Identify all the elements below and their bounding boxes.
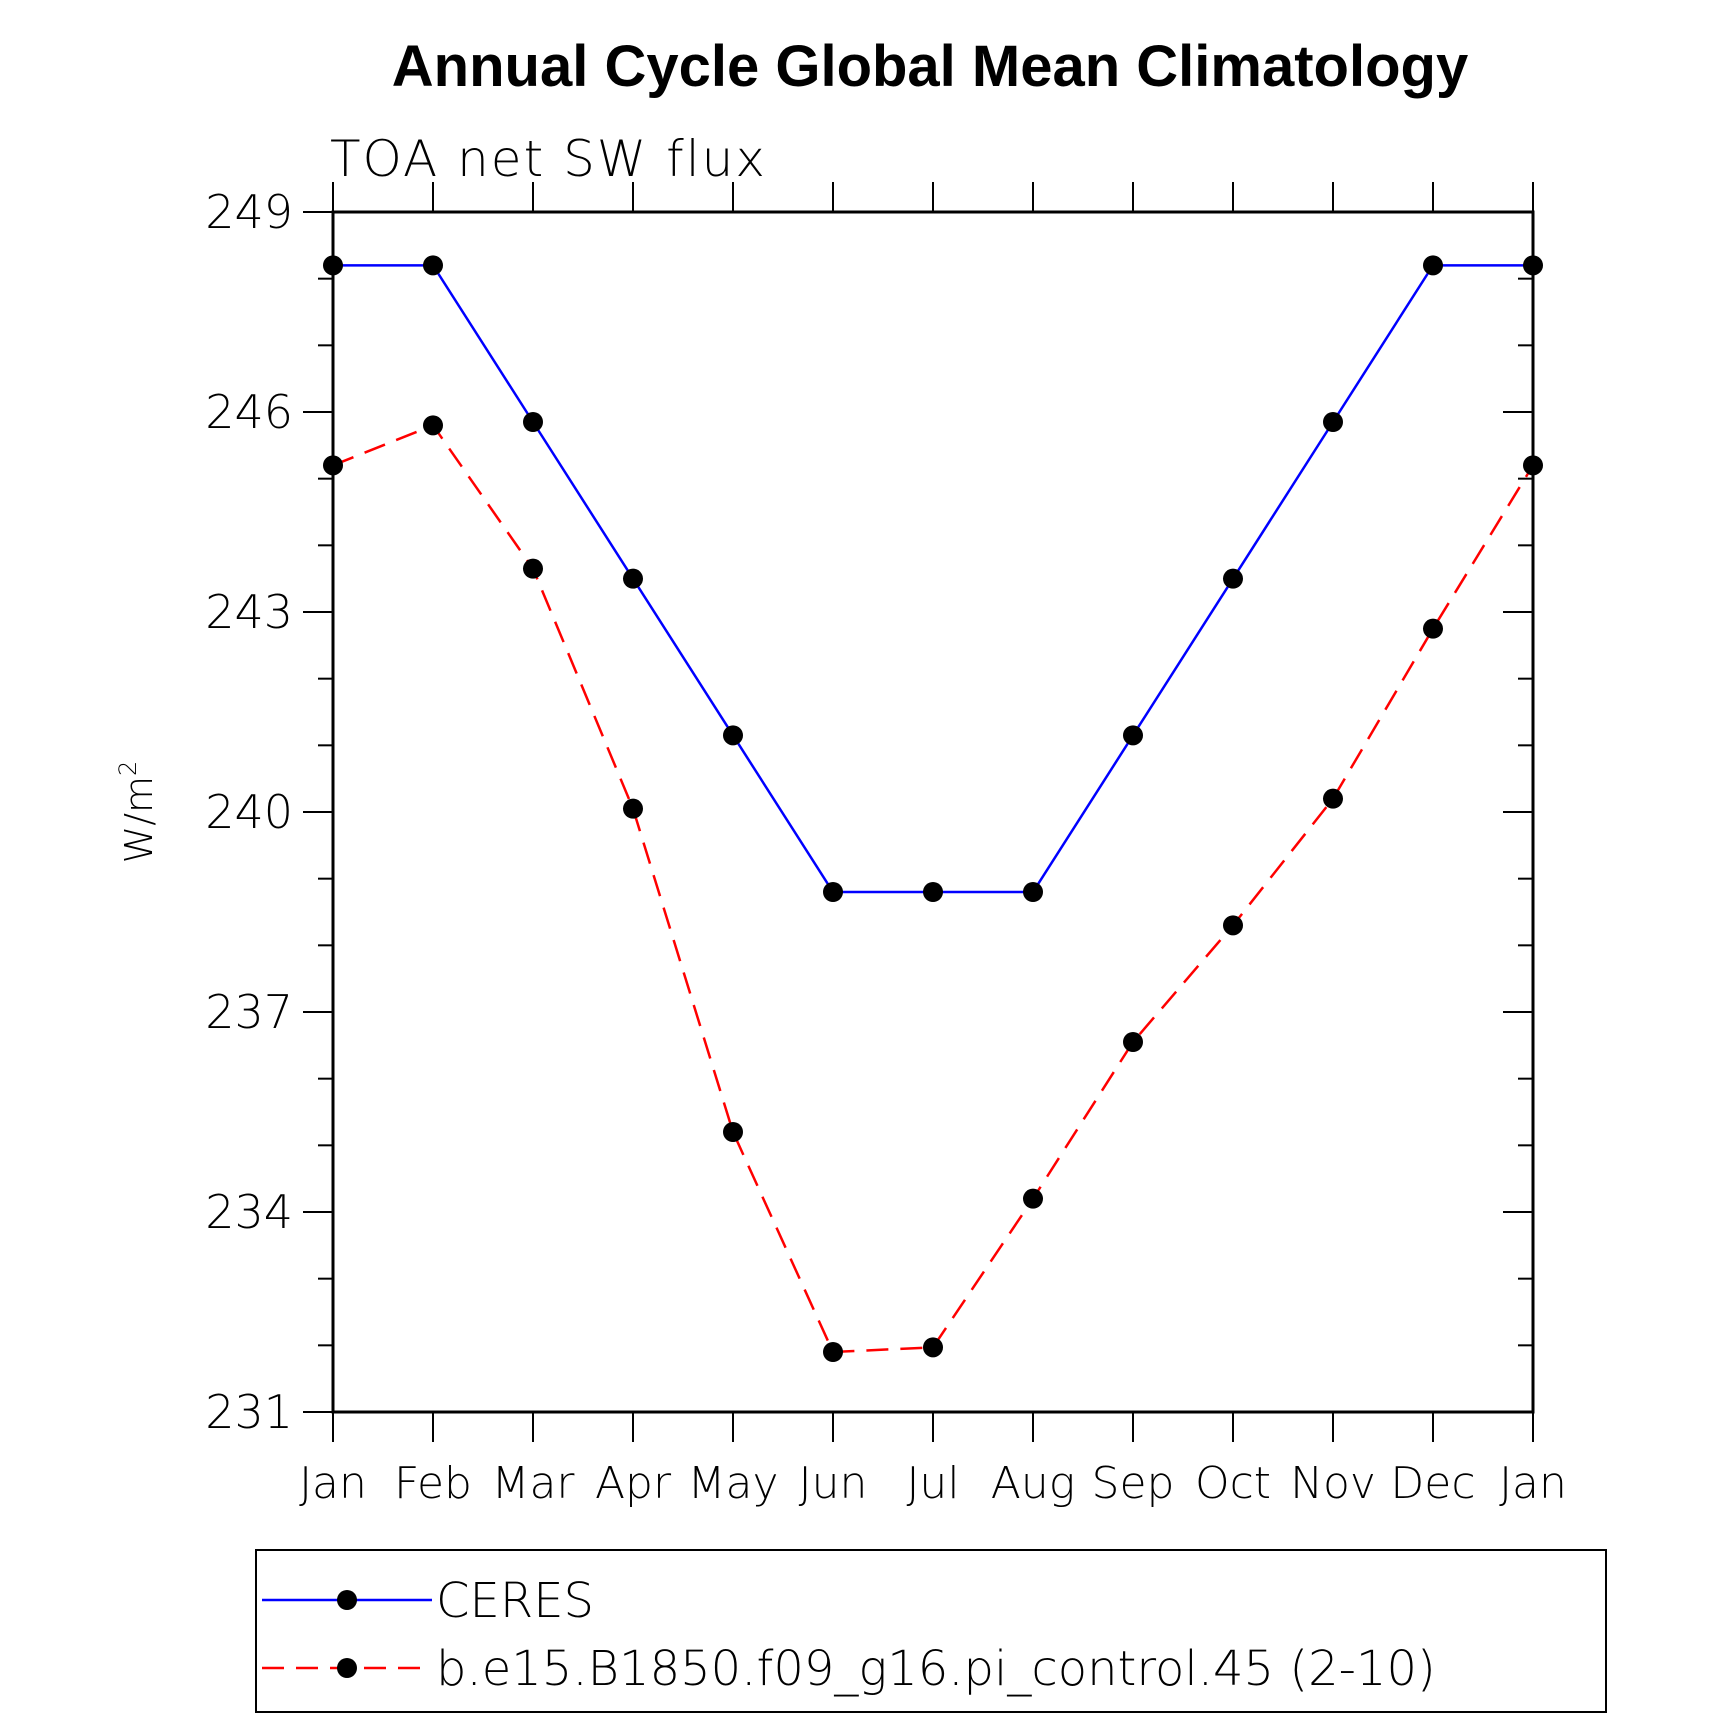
x-tick-label: Jan (299, 1458, 367, 1509)
y-tick-label: 243 (205, 585, 293, 639)
x-tick-label: Oct (1195, 1458, 1271, 1509)
series-1-point (923, 1337, 943, 1358)
legend-marker-1 (337, 1658, 357, 1678)
chart-subtitle: TOA net SW flux (330, 130, 767, 188)
series-1-point (723, 1122, 743, 1142)
series-0-point (823, 882, 843, 902)
chart-title: Annual Cycle Global Mean Climatology (392, 34, 1468, 99)
y-tick-label: 246 (205, 385, 293, 439)
series-1-point (423, 415, 443, 436)
series-1-point (1123, 1032, 1143, 1052)
series-1-point (1023, 1188, 1043, 1209)
series-layer (323, 255, 1543, 1362)
x-tick-label: May (688, 1458, 779, 1509)
series-0-point (623, 568, 643, 589)
y-tick-label: 237 (205, 985, 293, 1039)
series-0-point (1323, 412, 1343, 432)
series-1-point (623, 798, 643, 819)
series-1-point (323, 455, 343, 476)
x-tick-label: Feb (394, 1458, 472, 1509)
series-0-point (1023, 882, 1043, 902)
y-axis-label-unit: W/m (117, 776, 161, 863)
series-1-point (823, 1342, 843, 1362)
x-tick-label: Jul (906, 1458, 959, 1509)
x-tick-label: Jan (1499, 1458, 1567, 1509)
series-0-point (723, 725, 743, 746)
x-tick-label: Jun (799, 1458, 868, 1509)
legend-label-1: b.e15.B1850.f09_g16.pi_control.45 (2-10) (436, 1641, 1436, 1697)
y-tick-label: 249 (205, 185, 293, 239)
x-tick-label: Dec (1390, 1458, 1475, 1509)
y-tick-label: 240 (205, 785, 293, 839)
x-axis: Jan Feb Mar Apr May Jun Jul Aug Sep Oct Nov Dec Jan (299, 182, 1567, 1509)
series-1-point (523, 558, 543, 579)
series-0-point (923, 882, 943, 902)
series-0-point (523, 412, 543, 432)
series-0-point (323, 255, 343, 276)
x-tick-label: Mar (491, 1458, 575, 1509)
legend-box (255, 1549, 1607, 1713)
y-axis-label: W/m2 (114, 761, 161, 864)
series-1-point (1223, 915, 1243, 936)
y-tick-label: 231 (205, 1385, 293, 1439)
series-0-point (423, 255, 443, 276)
y-axis-label-superscript: 2 (114, 761, 142, 776)
y-axis: 231 234 237 240 243 246 249 (205, 185, 1533, 1439)
series-1-point (1423, 618, 1443, 639)
legend: CERES b.e15.B1850.f09_g16.pi_control.45 (… (262, 1573, 1436, 1697)
x-tick-label: Aug (991, 1458, 1075, 1509)
y-tick-label: 234 (205, 1185, 293, 1239)
x-tick-label: Sep (1092, 1458, 1175, 1509)
series-0-point (1223, 568, 1243, 589)
legend-label-0: CERES (436, 1573, 594, 1629)
series-line-0 (333, 264, 1533, 894)
series-0-point (1523, 255, 1543, 276)
series-1-point (1523, 455, 1543, 476)
x-tick-label: Nov (1290, 1458, 1376, 1509)
series-1-point (1323, 788, 1343, 809)
legend-marker-0 (337, 1590, 357, 1610)
x-tick-label: Apr (595, 1458, 672, 1509)
series-0-point (1423, 255, 1443, 276)
series-0-point (1123, 725, 1143, 746)
